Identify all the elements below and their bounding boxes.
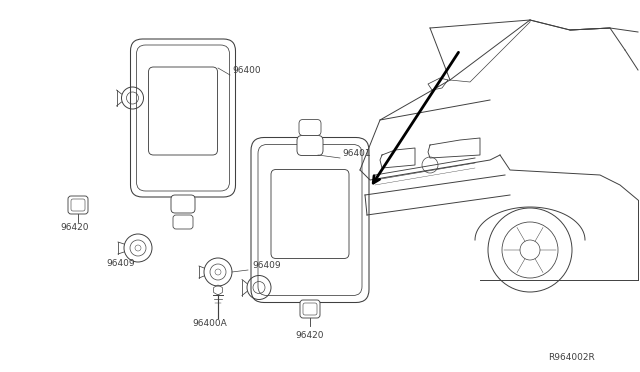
FancyBboxPatch shape xyxy=(251,138,369,302)
FancyBboxPatch shape xyxy=(68,196,88,214)
Text: R964002R: R964002R xyxy=(548,353,595,362)
Text: 96420: 96420 xyxy=(60,223,88,232)
Text: 96420: 96420 xyxy=(295,331,323,340)
Text: 96409: 96409 xyxy=(106,259,134,268)
FancyBboxPatch shape xyxy=(300,300,320,318)
Text: 96401: 96401 xyxy=(342,149,371,158)
FancyBboxPatch shape xyxy=(173,215,193,229)
Text: 96409: 96409 xyxy=(252,261,280,270)
FancyBboxPatch shape xyxy=(297,135,323,155)
Text: 96400: 96400 xyxy=(232,66,260,75)
FancyBboxPatch shape xyxy=(171,195,195,213)
Text: 96400A: 96400A xyxy=(192,319,227,328)
FancyBboxPatch shape xyxy=(299,119,321,135)
FancyBboxPatch shape xyxy=(131,39,236,197)
